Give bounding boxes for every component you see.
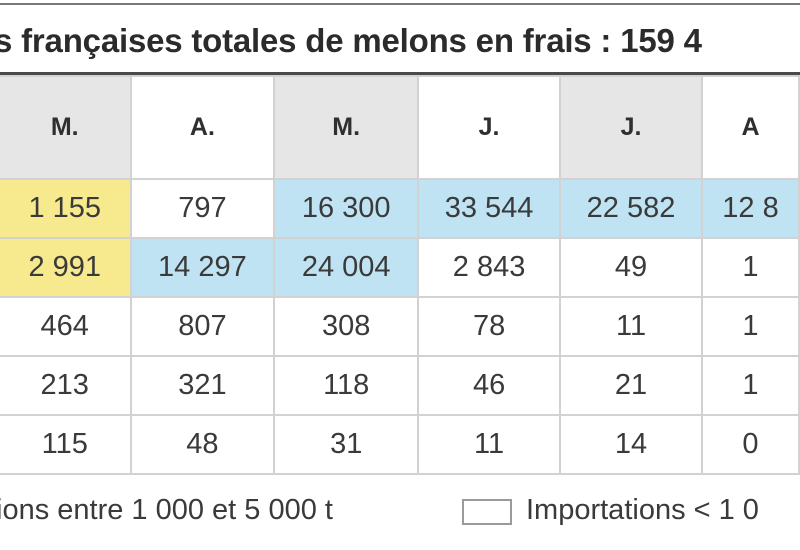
month-header: M. bbox=[273, 75, 420, 180]
table-cell: 1 bbox=[701, 237, 800, 298]
legend-swatch-empty bbox=[462, 499, 512, 525]
legend-range-label: ions entre 1 000 et 5 000 t bbox=[0, 494, 333, 526]
table-cell: 33 544 bbox=[417, 178, 562, 239]
table-row: 1 155 797 16 300 33 544 22 582 12 8 bbox=[0, 178, 800, 239]
table-cell: 11 bbox=[559, 296, 703, 357]
table-row: 115 48 31 11 14 0 bbox=[0, 414, 800, 475]
table-cell: 1 155 bbox=[0, 178, 132, 239]
month-header: A. bbox=[129, 75, 276, 180]
table-cell: 12 8 bbox=[701, 178, 800, 239]
table-cell: 46 bbox=[417, 355, 562, 416]
table-cell: 308 bbox=[273, 296, 420, 357]
table-cell: 1 bbox=[701, 355, 800, 416]
month-header: J. bbox=[559, 75, 703, 180]
imports-table: M. A. M. J. J. A 1 155 797 16 300 33 544… bbox=[0, 75, 800, 475]
table-cell: 1 bbox=[701, 296, 800, 357]
month-header: M. bbox=[0, 75, 132, 180]
table-cell: 807 bbox=[129, 296, 276, 357]
table-cell: 14 297 bbox=[129, 237, 276, 298]
table-row: 213 321 118 46 21 1 bbox=[0, 355, 800, 416]
table-cell: 118 bbox=[273, 355, 420, 416]
month-header: J. bbox=[417, 75, 562, 180]
table-cell: 321 bbox=[129, 355, 276, 416]
table-row: 464 807 308 78 11 1 bbox=[0, 296, 800, 357]
table-cell: 24 004 bbox=[273, 237, 420, 298]
top-border bbox=[0, 3, 800, 5]
table-cell: 48 bbox=[129, 414, 276, 475]
table-cell: 31 bbox=[273, 414, 420, 475]
title-divider bbox=[0, 72, 800, 75]
table-cell: 14 bbox=[559, 414, 703, 475]
table-cell: 797 bbox=[129, 178, 276, 239]
table-cell: 2 843 bbox=[417, 237, 562, 298]
table-cell: 16 300 bbox=[273, 178, 420, 239]
table-cell: 115 bbox=[0, 414, 132, 475]
table-cell: 0 bbox=[701, 414, 800, 475]
legend: ions entre 1 000 et 5 000 t Importations… bbox=[0, 488, 800, 538]
legend-below-label: Importations < 1 0 bbox=[526, 494, 759, 526]
table-cell: 22 582 bbox=[559, 178, 703, 239]
table-cell: 464 bbox=[0, 296, 132, 357]
table-cell: 213 bbox=[0, 355, 132, 416]
table-cell: 21 bbox=[559, 355, 703, 416]
table-row: 2 991 14 297 24 004 2 843 49 1 bbox=[0, 237, 800, 298]
month-header: A bbox=[701, 75, 800, 180]
table-title: s françaises totales de melons en frais … bbox=[0, 22, 702, 59]
table-cell: 78 bbox=[417, 296, 562, 357]
header-row: M. A. M. J. J. A bbox=[0, 75, 800, 180]
table-cell: 2 991 bbox=[0, 237, 132, 298]
table-cell: 11 bbox=[417, 414, 562, 475]
table-cell: 49 bbox=[559, 237, 703, 298]
